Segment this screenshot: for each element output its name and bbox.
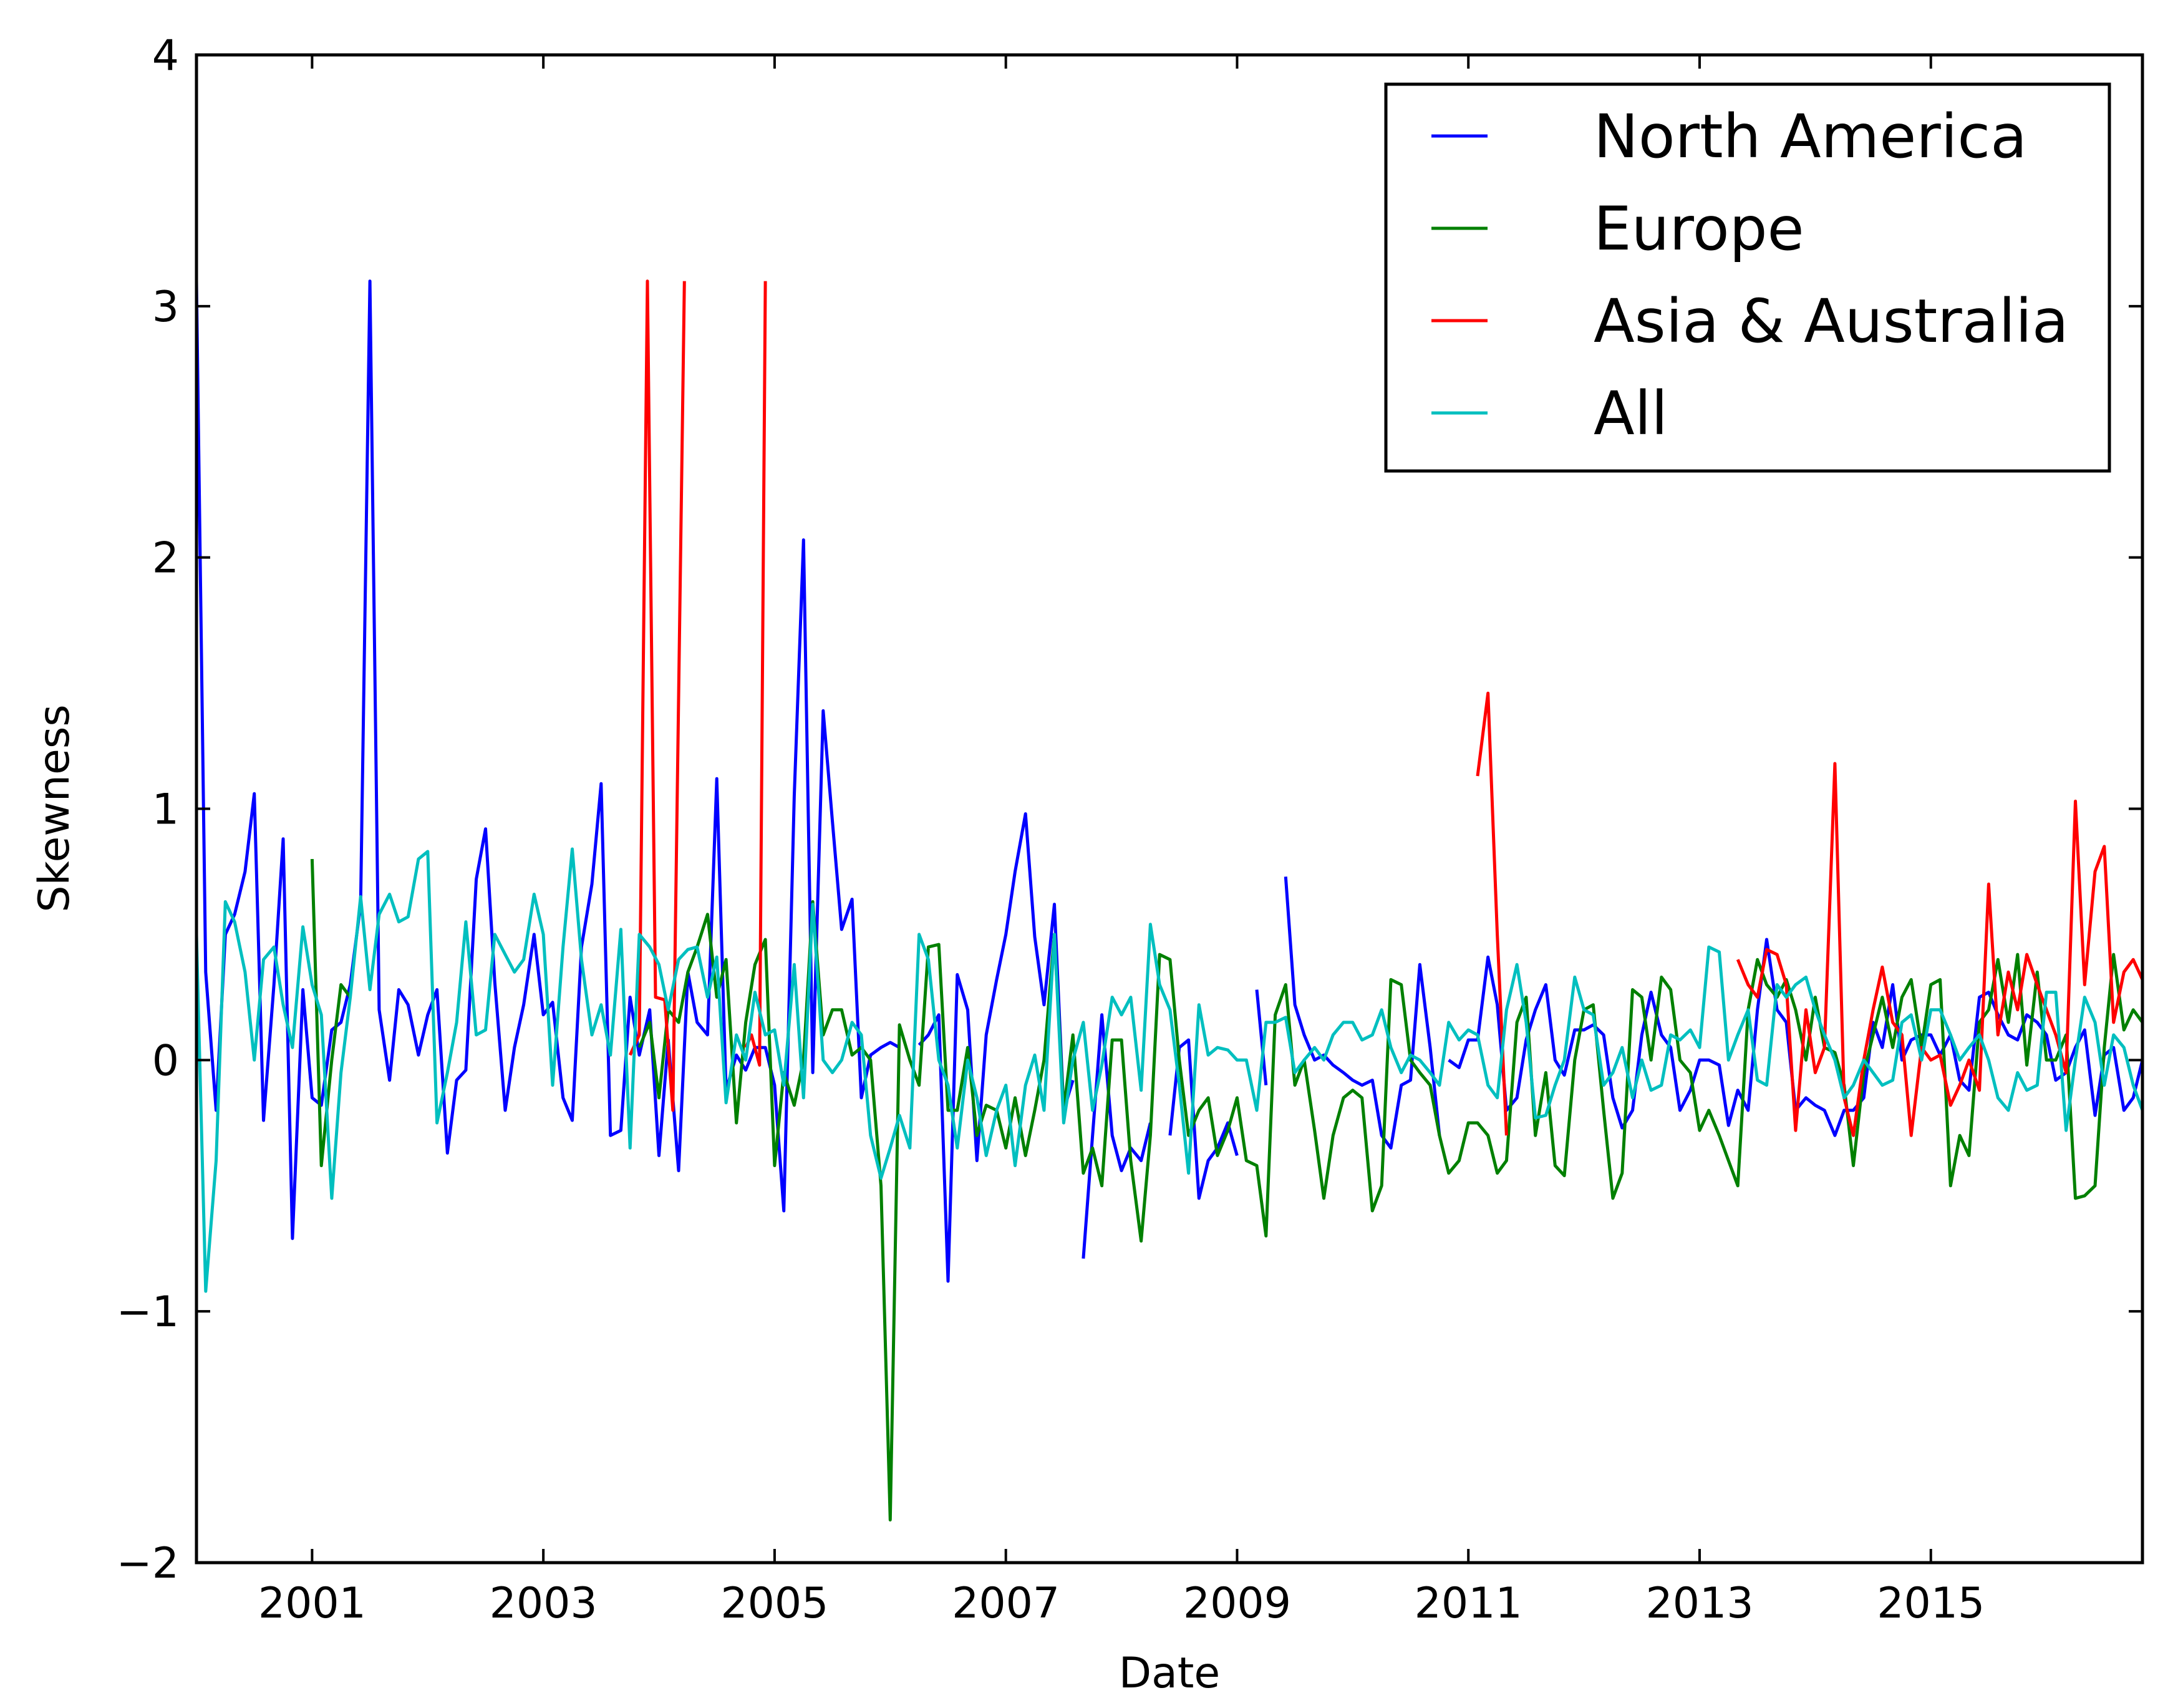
y-tick-label: 4 [152, 31, 179, 80]
x-tick-label: 2009 [1183, 1579, 1291, 1628]
series-line-asia-and-australia-0 [628, 279, 686, 1112]
y-axis-title: Skewness [30, 704, 79, 912]
series-line-north-america-3 [1168, 1038, 1239, 1200]
legend-label-all: All [1594, 379, 1668, 449]
x-tick-label: 2011 [1415, 1579, 1522, 1628]
y-tick-label: −1 [117, 1288, 179, 1337]
y-tick-label: −2 [117, 1539, 179, 1588]
legend: North America Europe Asia & Australia All [1384, 82, 2111, 473]
legend-label-asia-and-australia: Asia & Australia [1594, 286, 2069, 356]
series-line-europe-0 [310, 859, 352, 1167]
x-axis-title: Date [1119, 1649, 1221, 1698]
series-line-north-america-1 [917, 812, 1075, 1283]
x-tick-label: 2001 [258, 1579, 366, 1628]
series-line-asia-and-australia-3 [1736, 762, 2142, 1137]
legend-box [1384, 82, 2111, 473]
legend-label-europe: Europe [1594, 194, 1804, 264]
x-tick-label: 2003 [490, 1579, 598, 1628]
y-tick-label: 0 [152, 1036, 179, 1085]
x-tick-label: 2005 [720, 1579, 828, 1628]
y-tick-label: 3 [152, 283, 179, 332]
y-tick-label: 1 [152, 785, 179, 835]
tick-layer: 2001 2003 2005 2007 2009 2011 2013 2015 −2 −1 0 1 2 3… [117, 31, 2142, 1628]
legend-label-north-america: North America [1594, 102, 2027, 172]
series-line-europe-1 [637, 900, 2142, 1521]
x-tick-label: 2015 [1877, 1579, 1985, 1628]
series-line-north-america-2 [1082, 1013, 1152, 1259]
x-tick-label: 2013 [1645, 1579, 1753, 1628]
x-tick-label: 2007 [952, 1579, 1060, 1628]
series-line-all-0 [196, 847, 2142, 1293]
series-line-asia-and-australia-2 [1476, 691, 1508, 1136]
series-layer [196, 279, 2142, 1521]
series-line-north-america-4 [1255, 989, 1268, 1085]
y-tick-label: 2 [152, 534, 179, 583]
